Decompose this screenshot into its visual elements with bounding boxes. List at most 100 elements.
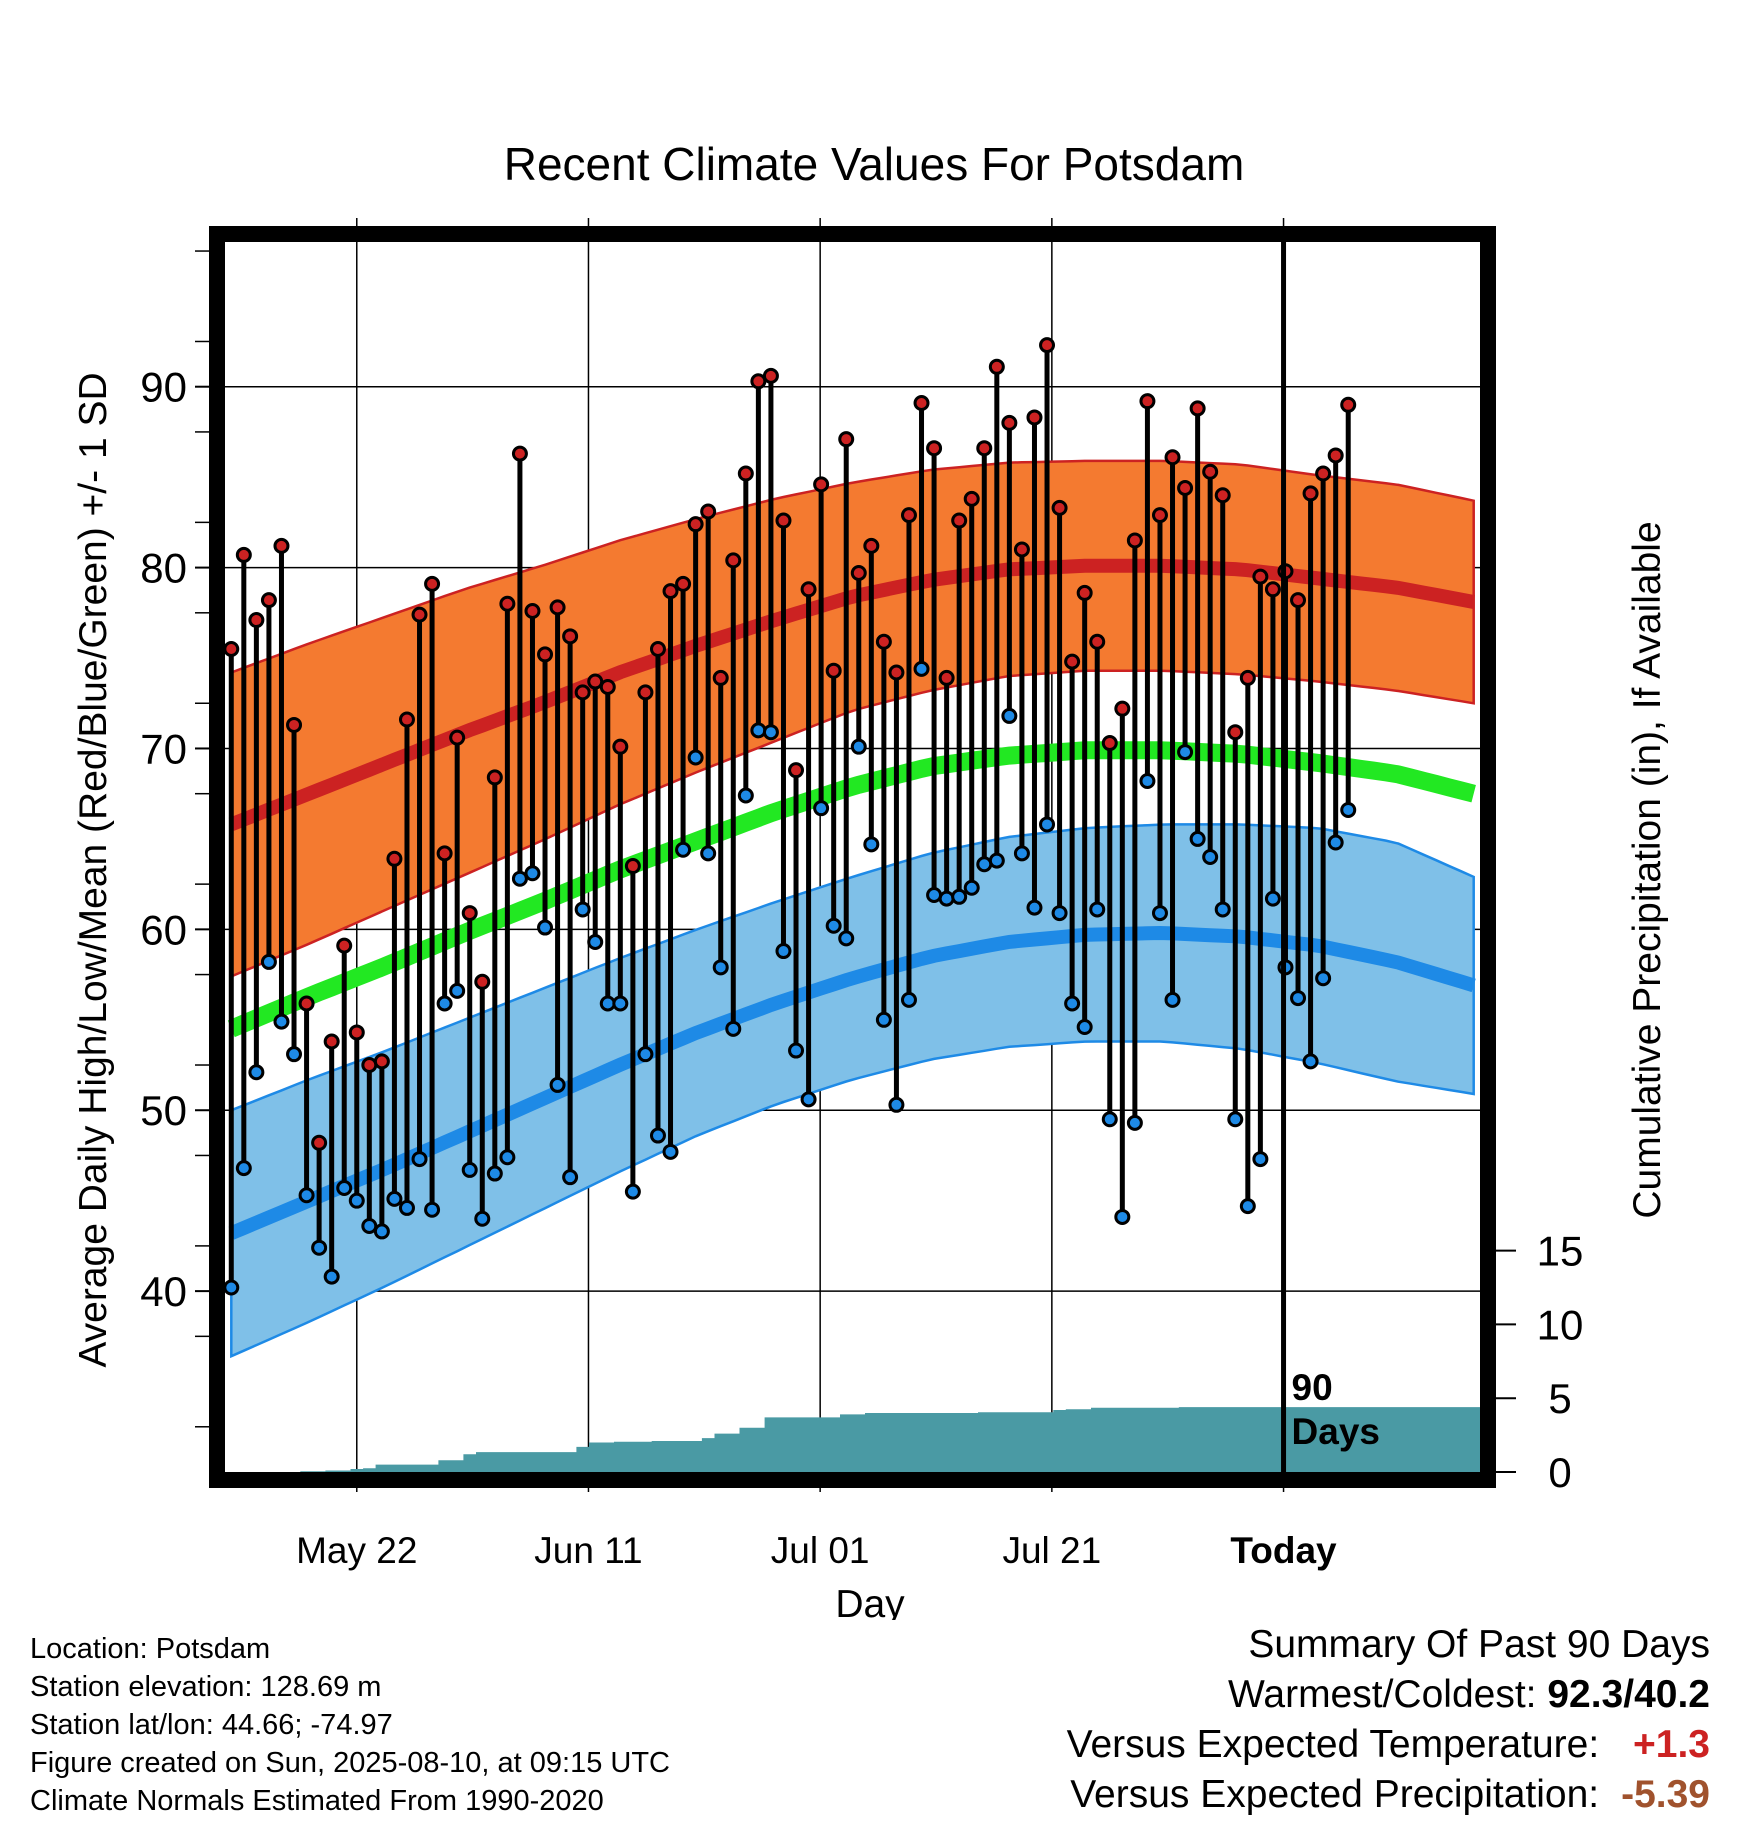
y-tick-label: 50 <box>140 1087 187 1134</box>
daily-low-point <box>988 852 1005 869</box>
daily-low-point <box>248 1064 265 1081</box>
daily-low-point <box>612 995 629 1012</box>
daily-high-point <box>612 738 629 755</box>
daily-low-point <box>888 1096 905 1113</box>
daily-low-point <box>486 1165 503 1182</box>
daily-low-point <box>649 1127 666 1144</box>
daily-high-point <box>951 512 968 529</box>
daily-low-point <box>1151 905 1168 922</box>
daily-low-point <box>549 1076 566 1093</box>
y-tick-label: 40 <box>140 1268 187 1315</box>
daily-high-point <box>348 1024 365 1041</box>
x-tick-label: Jul 01 <box>771 1530 870 1571</box>
daily-low-point <box>223 1279 240 1296</box>
daily-high-point <box>825 662 842 679</box>
daily-high-point <box>574 684 591 701</box>
daily-high-point <box>712 669 729 686</box>
daily-low-point <box>386 1190 403 1207</box>
daily-high-point <box>474 973 491 990</box>
daily-high-point <box>662 583 679 600</box>
daily-high-point <box>900 507 917 524</box>
daily-high-point <box>850 565 867 582</box>
daily-high-point <box>298 995 315 1012</box>
plot-frame <box>209 226 1496 1488</box>
daily-high-point <box>775 512 792 529</box>
daily-high-point <box>813 476 830 493</box>
daily-low-point <box>273 1013 290 1030</box>
created-text: Figure created on Sun, 2025-08-10, at 09… <box>30 1747 670 1779</box>
daily-high-point <box>838 431 855 448</box>
daily-low-point <box>1114 1208 1131 1225</box>
daily-high-point <box>1327 447 1344 464</box>
daily-high-point <box>1264 581 1281 598</box>
daily-high-point <box>788 762 805 779</box>
daily-high-point <box>800 581 817 598</box>
daily-low-point <box>637 1046 654 1063</box>
daily-low-point <box>725 1020 742 1037</box>
daily-low-point <box>411 1151 428 1168</box>
daily-low-point <box>298 1187 315 1204</box>
daily-low-point <box>800 1091 817 1108</box>
y2-axis-label: Cumulative Precipitation (in), If Availa… <box>1626 521 1669 1218</box>
daily-high-point <box>273 537 290 554</box>
daily-high-point <box>1126 532 1143 549</box>
daily-high-point <box>562 628 579 645</box>
daily-low-point <box>1126 1114 1143 1131</box>
warmest-coldest-label: Warmest/Coldest: <box>1228 1673 1537 1716</box>
summary-panel: Summary Of Past 90 Days Warmest/Coldest:… <box>1067 1620 1710 1820</box>
daily-low-point <box>1013 845 1030 862</box>
daily-high-point <box>988 358 1005 375</box>
daily-low-point <box>926 886 943 903</box>
daily-high-point <box>311 1134 328 1151</box>
daily-high-point <box>863 537 880 554</box>
daily-high-point <box>624 858 641 875</box>
daily-low-point <box>1177 744 1194 761</box>
daily-low-point <box>737 787 754 804</box>
daily-low-point <box>1264 890 1281 907</box>
today-window-label: 90 Days <box>1292 1367 1380 1452</box>
daily-high-point <box>549 599 566 616</box>
daily-high-point <box>875 633 892 650</box>
daily-high-point <box>411 606 428 623</box>
daily-low-point <box>700 845 717 862</box>
daily-low-point <box>1239 1198 1256 1215</box>
daily-high-point <box>938 669 955 686</box>
precip-anomaly-label: Versus Expected Precipitation: <box>1070 1773 1600 1816</box>
daily-low-point <box>913 660 930 677</box>
daily-high-point <box>1239 669 1256 686</box>
daily-high-point <box>1051 499 1068 516</box>
y-tick-label: 80 <box>140 545 187 592</box>
low-normal-line <box>228 925 1476 1240</box>
daily-high-point <box>537 646 554 663</box>
daily-high-point <box>1214 487 1231 504</box>
daily-low-point <box>1327 834 1344 851</box>
daily-high-point <box>762 367 779 384</box>
daily-high-point <box>587 673 604 690</box>
daily-high-point <box>725 552 742 569</box>
daily-high-point <box>1290 592 1307 609</box>
daily-high-point <box>499 595 516 612</box>
daily-high-point <box>1064 653 1081 670</box>
daily-high-point <box>1252 568 1269 585</box>
daily-high-point <box>511 445 528 462</box>
daily-high-point <box>449 729 466 746</box>
daily-high-point <box>1315 465 1332 482</box>
y-tick-label: 60 <box>140 906 187 953</box>
daily-high-point <box>976 440 993 457</box>
daily-high-point <box>1340 396 1357 413</box>
daily-high-point <box>913 394 930 411</box>
high-sd-band <box>230 459 1475 979</box>
location-text: Location: Potsdam <box>30 1633 271 1665</box>
daily-low-point <box>762 724 779 741</box>
daily-high-point <box>700 503 717 520</box>
temp-anomaly-row: Versus Expected Temperature: +1.3 <box>1067 1720 1710 1770</box>
x-tick-label: Today <box>1230 1530 1337 1571</box>
temp-anomaly-label: Versus Expected Temperature: <box>1066 1723 1600 1766</box>
daily-low-point <box>398 1199 415 1216</box>
daily-low-point <box>712 959 729 976</box>
daily-high-point <box>424 575 441 592</box>
daily-high-point <box>286 716 303 733</box>
daily-high-point <box>436 845 453 862</box>
daily-low-point <box>336 1180 353 1197</box>
daily-low-point <box>900 991 917 1008</box>
